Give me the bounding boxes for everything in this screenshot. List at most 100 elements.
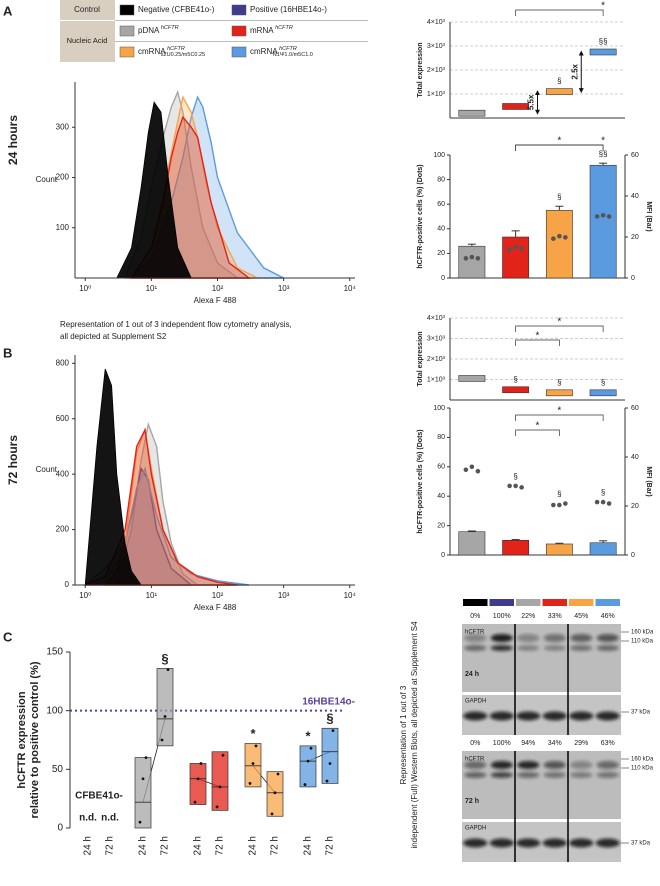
blot-band: [463, 711, 488, 721]
significance-marker: §: [513, 375, 517, 384]
box: [244, 743, 262, 788]
point: [331, 729, 335, 733]
x-tick-label: 10⁰: [79, 284, 91, 293]
dot: [606, 501, 612, 506]
y-axis-label: hCFTR-positive cells (%) (Dots): [417, 164, 424, 268]
y-tick-label: 4×10³: [427, 19, 446, 26]
legend-swatch: [231, 25, 247, 37]
blot-band: [489, 838, 514, 848]
lane-percent: 45%: [574, 613, 588, 620]
dot: [519, 485, 524, 490]
point: [273, 791, 277, 795]
lane-percent: 100%: [493, 740, 511, 747]
x-tick-label: 10⁴: [344, 284, 357, 293]
blot-band: [596, 761, 619, 769]
x-tick-label: 10³: [278, 591, 290, 600]
x-tick-label: 10¹: [146, 591, 158, 600]
significance-star: *: [557, 317, 561, 328]
y-tick-label: 80: [437, 434, 445, 441]
band-label: hCFTR: [465, 630, 485, 636]
lane-swatch: [489, 599, 514, 606]
blot-image: [462, 624, 621, 692]
bar: [458, 375, 486, 382]
significance-star: *: [557, 136, 561, 147]
x-tick-label: 10²: [212, 284, 224, 293]
y-tick-label: 3×10³: [427, 43, 446, 50]
legend-sub: s2U0.25/m5C0.25: [161, 52, 205, 58]
legend-swatch: [119, 46, 135, 58]
significance-star: *: [557, 406, 561, 417]
point: [160, 738, 164, 742]
blot-band: [542, 711, 567, 721]
point: [193, 800, 197, 804]
dot: [463, 256, 469, 261]
bar: [545, 210, 573, 279]
blot-band: [517, 645, 540, 651]
dot: [469, 254, 475, 260]
point: [163, 715, 167, 718]
x-axis-label: Alexa F 488: [194, 296, 237, 305]
legend-label: mRNA hCFTR: [250, 25, 293, 35]
blot-band: [596, 772, 619, 778]
lane-swatch: [542, 599, 567, 606]
box: [321, 727, 339, 784]
significance-marker: §: [557, 490, 561, 499]
y-tick-label: 40: [437, 493, 445, 500]
x-tick-label: 72 h: [270, 836, 281, 855]
point: [218, 785, 222, 789]
blot-band: [516, 838, 541, 848]
x-tick-label: 24 h: [248, 836, 259, 855]
lane-percent: 29%: [574, 740, 588, 747]
legend-label: Negative (CFBE41o-): [138, 5, 215, 14]
point: [306, 759, 310, 763]
point: [144, 756, 148, 759]
blot-band: [490, 634, 513, 642]
legend-sub: N1Ψ1.0/m5C1.0: [273, 52, 313, 58]
box: [134, 757, 152, 829]
note: all depicted at Supplement S2: [60, 332, 167, 341]
histogram-area: [84, 368, 142, 586]
blot-band: [595, 711, 620, 721]
point: [215, 805, 219, 809]
blot-band: [464, 634, 487, 642]
lane-percent: 34%: [548, 740, 562, 747]
legend-header-cell: [60, 21, 115, 62]
y-tick-label: 60: [437, 464, 445, 471]
blot-band: [596, 645, 619, 651]
x-tick-label: 72 h: [215, 836, 226, 855]
y-tick-label: 0: [441, 552, 445, 559]
blot-image: [462, 695, 621, 735]
significance-star: *: [536, 331, 540, 342]
y-axis-label: Total expression: [417, 42, 424, 97]
point: [303, 783, 307, 786]
y-tick-label: 100: [433, 152, 445, 159]
legend-header: Control: [74, 5, 100, 14]
legend-label: pDNA hCFTR: [138, 25, 179, 35]
x-tick-label: 72 h: [105, 836, 116, 855]
bar: [589, 389, 617, 397]
lane-percent: 63%: [601, 740, 615, 747]
blot-band: [517, 761, 540, 769]
dot: [551, 502, 556, 508]
size-label: 160 kDa: [631, 630, 654, 636]
blot-note: Representation of 1 out of 3: [399, 685, 408, 784]
band-label: GAPDH: [465, 826, 486, 832]
y-tick-label: 200: [56, 525, 70, 534]
y-tick-label: 200: [56, 173, 70, 182]
blot-image: [462, 822, 621, 862]
point: [248, 782, 252, 785]
dot: [507, 247, 512, 253]
legend-label: cmRNA hCFTR N1Ψ1.0/m5C1.0: [250, 46, 313, 58]
point: [325, 779, 329, 783]
y-tick-label: 2×10³: [427, 356, 446, 363]
group-label: CFBE41o-: [75, 791, 123, 802]
legend-text: Negative (CFBE41o-): [138, 5, 215, 14]
point: [251, 762, 255, 765]
y-tick-label: 0: [57, 823, 63, 834]
x-tick-label: 24 h: [303, 836, 314, 855]
y-tick-label: 4×10³: [427, 315, 446, 322]
blot-band: [569, 838, 594, 848]
blot-band: [517, 634, 540, 642]
blot-band: [490, 761, 513, 769]
